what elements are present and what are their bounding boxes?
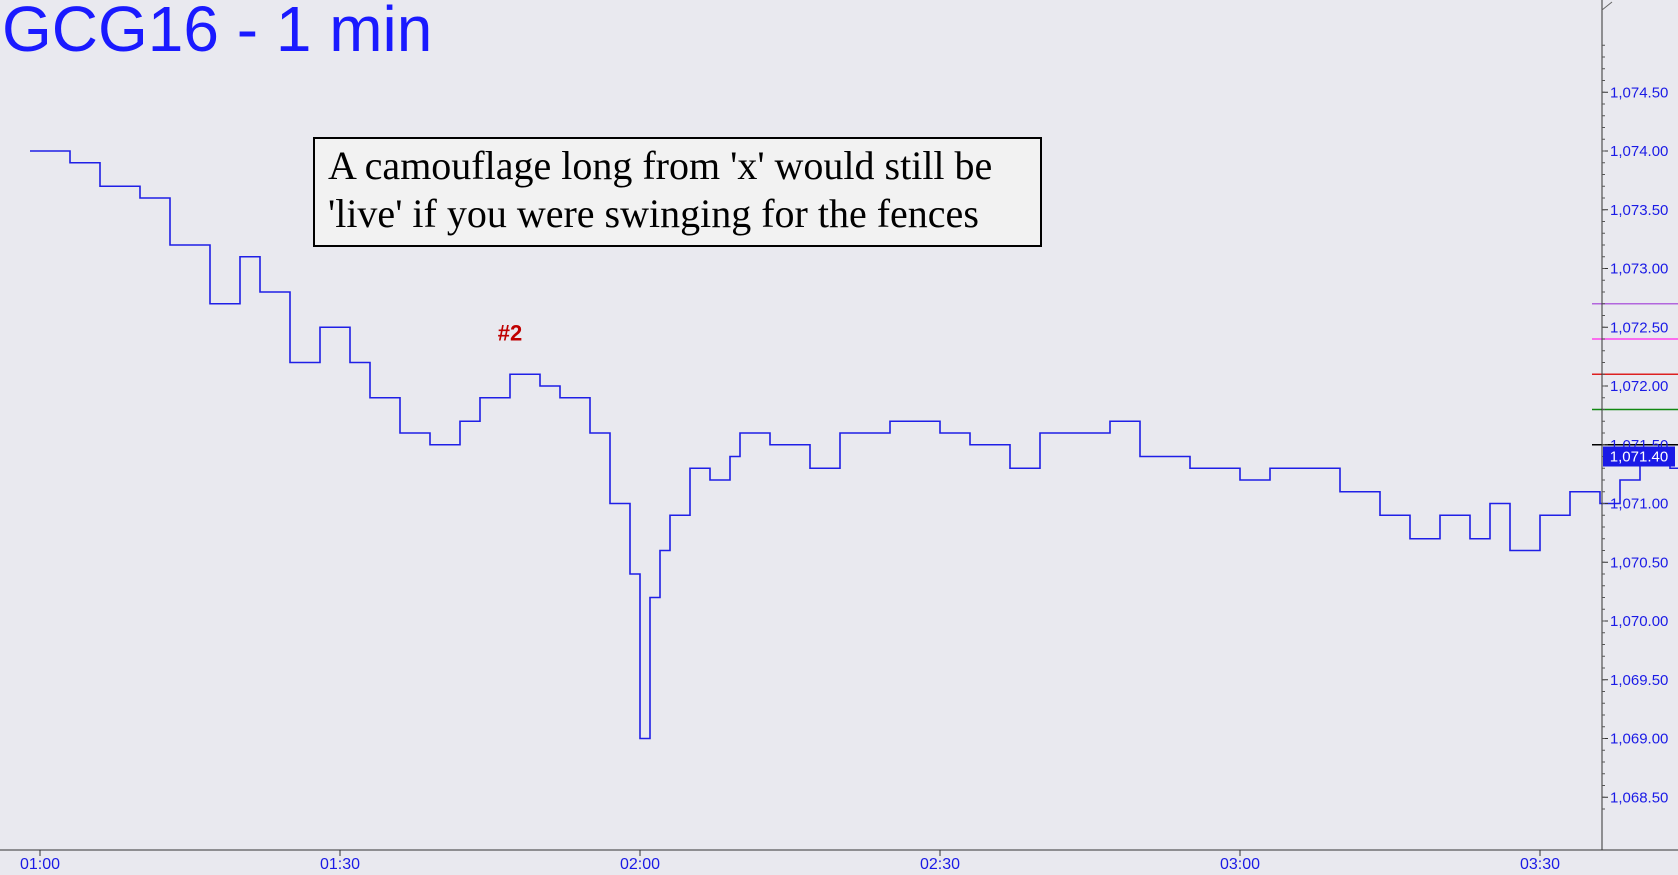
annotation-line-1: A camouflage long from 'x' would still b… bbox=[328, 143, 993, 188]
y-tick-label: 1,070.50 bbox=[1610, 554, 1668, 571]
x-tick-label: 02:00 bbox=[620, 856, 660, 873]
y-tick-label: 1,072.00 bbox=[1610, 378, 1668, 395]
x-tick-label: 03:30 bbox=[1520, 856, 1560, 873]
x-tick-label: 03:00 bbox=[1220, 856, 1260, 873]
price-series bbox=[30, 150, 1678, 740]
axis-corner-mark bbox=[1601, 1, 1613, 11]
y-tick-label: 1,072.50 bbox=[1610, 319, 1668, 336]
x-tick-label: 01:30 bbox=[320, 856, 360, 873]
x-tick-label: 02:30 bbox=[920, 856, 960, 873]
last-price-tag bbox=[1603, 446, 1675, 467]
y-tick-label: 1,074.00 bbox=[1610, 143, 1668, 160]
x-tick-label: 01:00 bbox=[20, 856, 60, 873]
chart-title: GCG16 - 1 min bbox=[2, 0, 433, 65]
annotation-callout: A camouflage long from 'x' would still b… bbox=[313, 137, 1042, 247]
y-tick-label: 1,068.50 bbox=[1610, 789, 1668, 806]
marker-n2: #2 bbox=[498, 321, 522, 346]
y-tick-label: 1,073.50 bbox=[1610, 202, 1668, 219]
annotation-line-2: 'live' if you were swinging for the fenc… bbox=[328, 191, 979, 236]
price-line bbox=[30, 150, 1678, 740]
y-tick-label: 1,070.00 bbox=[1610, 613, 1668, 630]
y-tick-label: 1,073.00 bbox=[1610, 261, 1668, 278]
chart-markers: #2#1ABC bbox=[498, 321, 522, 346]
y-tick-label: 1,074.50 bbox=[1610, 84, 1668, 101]
y-tick-label: 1,069.00 bbox=[1610, 731, 1668, 748]
y-tick-label: 1,069.50 bbox=[1610, 672, 1668, 689]
y-tick-label: 1,071.00 bbox=[1610, 496, 1668, 513]
last-price-label: 1,071.40 bbox=[1610, 449, 1668, 466]
